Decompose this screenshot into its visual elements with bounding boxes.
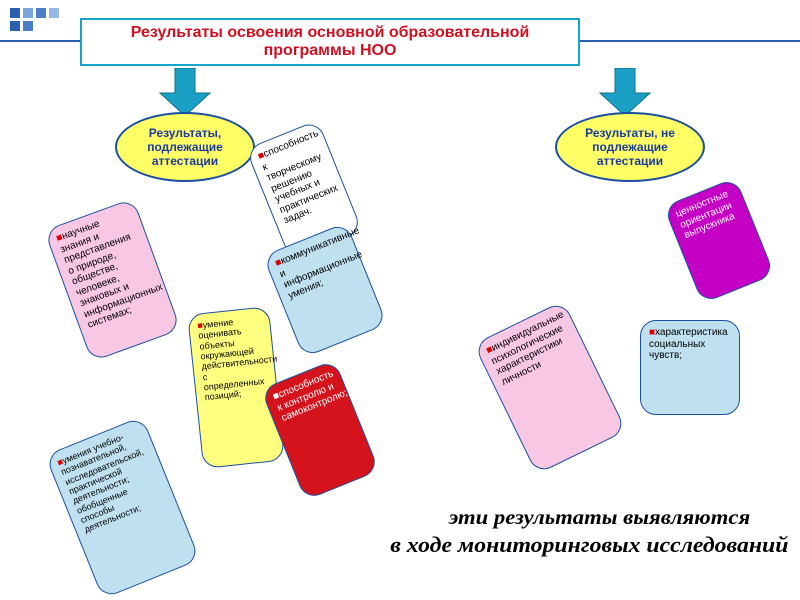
- callout-valuation-text: ценностные ориентации выпускника: [674, 189, 736, 241]
- callout-psych: ■индивидуальные психологические характер…: [473, 300, 626, 474]
- arrow-left: [155, 68, 215, 118]
- callout-knowledge-text: научные знания и представления о природе…: [59, 218, 164, 330]
- callout-skills-text: умения учебно-познавательной, исследоват…: [60, 432, 145, 535]
- callout-social-text: характеристика социальных чувств;: [649, 327, 728, 361]
- callout-control: ■способность к контролю и самоконтролю;: [260, 359, 379, 500]
- callout-creative-text: способность к творческому решению учебны…: [261, 128, 340, 226]
- callout-control-text: способность к контролю и самоконтролю;: [276, 368, 349, 424]
- callout-comm: ■коммуникативные и информационные умения…: [263, 222, 388, 358]
- ellipse-right: Результаты, не подлежащие аттестации: [555, 112, 705, 182]
- arrow-right: [595, 68, 655, 118]
- callout-psych-text: индивидуальные психологические характери…: [489, 309, 565, 387]
- page-title: Результаты освоения основной образовател…: [80, 18, 580, 66]
- bottom-line-1: эти результаты выявляются: [449, 505, 750, 530]
- callout-valuation: ценностные ориентации выпускника: [663, 177, 775, 304]
- bottom-line-2: в ходе мониторинговых исследований: [390, 532, 788, 558]
- callout-eval-text: умение оценивать объекты окружающей дейс…: [198, 317, 278, 403]
- callout-skills: ■умения учебно-познавательной, исследова…: [45, 416, 200, 599]
- callout-knowledge: ■научные знания и представления о природ…: [44, 198, 181, 362]
- ellipse-left: Результаты, подлежащие аттестации: [115, 112, 255, 182]
- callout-social: ■характеристика социальных чувств;: [640, 320, 740, 415]
- decor-squares: [10, 8, 60, 31]
